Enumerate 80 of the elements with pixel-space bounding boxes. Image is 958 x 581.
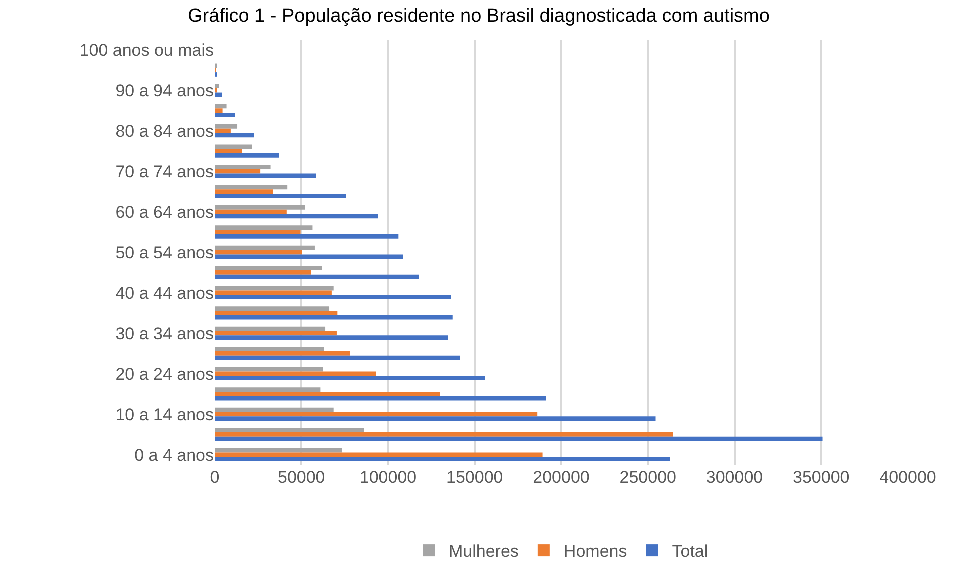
bar	[215, 356, 460, 360]
bar	[215, 254, 404, 260]
bar	[215, 230, 301, 234]
bar	[215, 214, 378, 219]
bar	[215, 169, 261, 174]
x-tick-label: 0	[210, 468, 220, 487]
bar	[215, 326, 326, 332]
bar	[215, 286, 334, 291]
x-tick-label: 50000	[278, 468, 326, 487]
bar	[215, 331, 337, 336]
y-tick-label: 40 a 44 anos	[116, 284, 214, 303]
bar	[215, 315, 453, 320]
x-tick-label: 400000	[880, 468, 936, 487]
x-tick-label: 250000	[620, 468, 676, 487]
bar	[215, 376, 486, 381]
x-tick-label: 200000	[533, 468, 590, 487]
bar	[215, 133, 254, 138]
y-tick-label: 100 anos ou mais	[80, 41, 214, 60]
bar	[215, 149, 242, 154]
x-tick-label: 300000	[706, 468, 764, 487]
bar	[215, 234, 399, 239]
bar	[215, 392, 440, 396]
bar	[215, 396, 546, 401]
bar	[215, 226, 313, 230]
y-tick-label: 90 a 94 anos	[116, 82, 214, 101]
x-tick-label: 350000	[793, 468, 850, 487]
y-tick-label: 50 a 54 anos	[116, 243, 214, 262]
bar	[215, 205, 306, 210]
bar	[215, 144, 252, 150]
bar	[215, 274, 420, 280]
bar	[215, 448, 342, 453]
bar	[215, 250, 302, 255]
bar	[215, 104, 227, 109]
bar	[215, 174, 316, 178]
y-tick-label: 70 a 74 anos	[116, 162, 214, 182]
chart-title: Gráfico 1 - População residente no Brasil diagnosticada com autismo	[188, 6, 770, 28]
bar	[215, 388, 321, 392]
bar	[215, 246, 315, 250]
y-tick-label: 20 a 24 anos	[116, 364, 214, 384]
bar	[215, 436, 823, 442]
bar	[215, 428, 364, 432]
bar	[215, 372, 376, 376]
bar	[215, 92, 222, 98]
bar	[215, 270, 312, 275]
bar	[215, 347, 324, 352]
y-tick-label: 80 a 84 anos	[116, 122, 214, 142]
bar	[215, 295, 452, 300]
x-tick-label: 150000	[446, 468, 504, 487]
bar	[215, 352, 350, 356]
bar	[215, 185, 288, 190]
bar	[215, 408, 334, 412]
bar	[215, 452, 543, 458]
bar	[215, 412, 538, 417]
bar	[215, 108, 223, 114]
legend-label: Homens	[564, 542, 628, 562]
bar	[215, 416, 656, 421]
bar	[215, 306, 330, 312]
y-tick-label: 10 a 14 anos	[116, 405, 214, 424]
bar	[215, 266, 322, 271]
bar	[215, 190, 274, 194]
y-tick-label: 60 a 64 anos	[116, 202, 214, 222]
bar	[215, 457, 670, 462]
bar	[215, 210, 287, 214]
bar	[215, 336, 448, 340]
legend-label: Total	[672, 542, 708, 562]
y-tick-label: 0 a 4 anos	[134, 446, 214, 465]
bar	[215, 194, 346, 198]
bar	[215, 164, 271, 170]
bar	[215, 154, 280, 158]
legend-label: Mulheres	[449, 542, 519, 562]
bar	[215, 290, 332, 296]
bar	[215, 432, 674, 437]
bar	[215, 367, 324, 372]
y-tick-label: 30 a 34 anos	[116, 324, 214, 344]
x-tick-label: 100000	[360, 468, 417, 487]
bar	[215, 113, 236, 118]
bar	[215, 124, 238, 129]
bar	[215, 311, 338, 316]
bar	[215, 84, 220, 88]
bar	[215, 128, 231, 134]
